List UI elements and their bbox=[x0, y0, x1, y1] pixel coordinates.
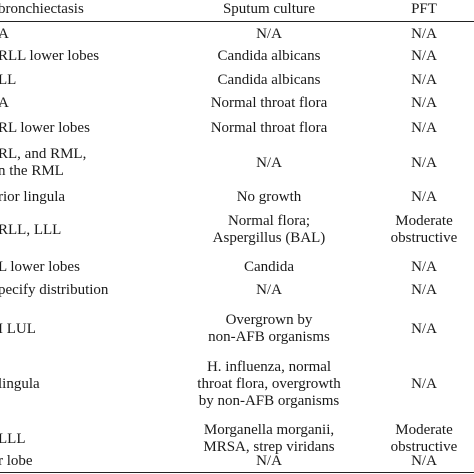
row-cell-sputum-culture: Candida bbox=[170, 259, 368, 276]
row-cell-pft: N/A bbox=[372, 155, 474, 172]
row-cell-pft: N/A bbox=[372, 72, 474, 89]
row-cell-pft: N/A bbox=[372, 321, 474, 338]
row-cell-sputum-culture: N/A bbox=[170, 26, 368, 43]
cell-line: n the RML bbox=[0, 163, 64, 179]
cell-line: LLL bbox=[0, 430, 26, 447]
row-cell-bronchiectasis: L lower lobes bbox=[0, 259, 80, 276]
cell-line: Overgrown by bbox=[225, 312, 313, 328]
row-cell-pft: Moderate obstructive bbox=[372, 422, 474, 456]
cell-line: N/A bbox=[411, 72, 437, 88]
row-cell-sputum-culture: Candida albicans bbox=[170, 48, 368, 65]
cell-line: obstructive bbox=[390, 439, 458, 455]
cell-line: by non-AFB organisms bbox=[198, 393, 340, 409]
row-cell-bronchiectasis: LL bbox=[0, 72, 16, 89]
cell-line: LL bbox=[0, 72, 17, 88]
cell-line: MRSA, strep viridans bbox=[203, 439, 335, 455]
cell-line: Moderate bbox=[395, 422, 453, 438]
row-cell-bronchiectasis: lingula bbox=[0, 376, 40, 393]
cell-line: Moderate bbox=[395, 213, 453, 229]
header-sputum-culture: Sputum culture bbox=[222, 1, 316, 17]
cell-line: Aspergillus (BAL) bbox=[212, 230, 326, 246]
row-cell-bronchiectasis: I LUL bbox=[0, 321, 36, 338]
cell-line: throat flora, overgrowth bbox=[197, 376, 341, 392]
row-cell-pft: N/A bbox=[372, 282, 474, 299]
cell-line: N/A bbox=[411, 48, 437, 64]
cell-line: No growth bbox=[236, 189, 302, 205]
cell-line: Candida bbox=[244, 259, 294, 275]
cell-line: Morganella morganii, bbox=[203, 422, 335, 438]
row-cell-bronchiectasis: LLL bbox=[0, 431, 26, 448]
row-cell-pft: N/A bbox=[372, 48, 474, 65]
cell-line: I LUL bbox=[0, 320, 36, 337]
row-cell-sputum-culture: Normal throat flora bbox=[170, 95, 368, 112]
row-cell-bronchiectasis: RLL, LLL bbox=[0, 222, 61, 239]
cell-line: obstructive bbox=[390, 230, 458, 246]
cell-line: Normal flora; bbox=[227, 213, 311, 229]
row-cell-pft: N/A bbox=[372, 189, 474, 206]
cell-line: N/A bbox=[256, 453, 282, 469]
row-cell-pft: N/A bbox=[372, 376, 474, 393]
cell-line: Candida albicans bbox=[217, 48, 321, 64]
cell-line: N/A bbox=[411, 26, 437, 42]
cell-line: pecify distribution bbox=[0, 282, 109, 298]
table-bottom-rule bbox=[0, 472, 474, 473]
cell-line: L lower lobes bbox=[0, 259, 80, 275]
row-cell-sputum-culture: Morganella morganii, MRSA, strep viridans bbox=[170, 422, 368, 456]
row-cell-bronchiectasis: RL, and RML, n the RML bbox=[0, 146, 86, 180]
row-cell-pft: N/A bbox=[372, 259, 474, 276]
cell-line: A bbox=[0, 95, 9, 111]
row-cell-bronchiectasis: r lobe bbox=[0, 453, 33, 470]
row-cell-sputum-culture: No growth bbox=[170, 189, 368, 206]
cell-line: r lobe bbox=[0, 453, 33, 469]
cell-line: N/A bbox=[411, 95, 437, 111]
row-cell-bronchiectasis: RLL lower lobes bbox=[0, 48, 99, 65]
cell-line: N/A bbox=[411, 259, 437, 275]
cell-line: RLL, LLL bbox=[0, 221, 62, 238]
cell-line: A bbox=[0, 26, 9, 42]
row-cell-sputum-culture: Overgrown by non-AFB organisms bbox=[170, 312, 368, 346]
row-cell-pft: N/A bbox=[372, 120, 474, 137]
row-cell-bronchiectasis: A bbox=[0, 95, 9, 112]
cell-line: N/A bbox=[411, 320, 437, 337]
row-cell-bronchiectasis: pecify distribution bbox=[0, 282, 108, 299]
cell-line: Candida albicans bbox=[217, 72, 321, 88]
cell-line: N/A bbox=[411, 120, 437, 136]
cell-line: non-AFB organisms bbox=[208, 329, 330, 345]
cell-line: N/A bbox=[256, 26, 282, 42]
cell-line: N/A bbox=[411, 376, 437, 392]
row-cell-sputum-culture: N/A bbox=[170, 453, 368, 470]
row-cell-sputum-culture: N/A bbox=[170, 282, 368, 299]
cell-line: RL lower lobes bbox=[0, 120, 90, 136]
cell-line: N/A bbox=[411, 453, 437, 469]
row-cell-bronchiectasis: A bbox=[0, 26, 9, 43]
row-cell-sputum-culture: N/A bbox=[170, 155, 368, 172]
row-cell-sputum-culture: Normal throat flora bbox=[170, 120, 368, 137]
cell-line: rior lingula bbox=[0, 189, 66, 205]
cell-line: N/A bbox=[256, 282, 282, 298]
row-cell-sputum-culture: Normal flora; Aspergillus (BAL) bbox=[170, 213, 368, 247]
row-cell-pft: Moderate obstructive bbox=[372, 213, 474, 247]
header-pft: PFT bbox=[411, 1, 437, 17]
cell-line: RL, and RML, bbox=[0, 146, 87, 162]
row-cell-pft: N/A bbox=[372, 453, 474, 470]
cell-line: Normal throat flora bbox=[210, 120, 328, 136]
row-cell-bronchiectasis: rior lingula bbox=[0, 189, 65, 206]
row-cell-sputum-culture: Candida albicans bbox=[170, 72, 368, 89]
cell-line: N/A bbox=[411, 154, 437, 171]
row-cell-bronchiectasis: RL lower lobes bbox=[0, 120, 90, 137]
cell-line: RLL lower lobes bbox=[0, 48, 100, 64]
row-cell-sputum-culture: H. influenza, normal throat flora, overgr… bbox=[170, 359, 368, 410]
table-header: bronchiectasis Sputum culture PFT bbox=[0, 0, 474, 22]
cell-line: H. influenza, normal bbox=[206, 359, 332, 375]
header-bronchiectasis: bronchiectasis bbox=[0, 1, 84, 17]
cell-line: N/A bbox=[411, 282, 437, 298]
row-cell-pft: N/A bbox=[372, 95, 474, 112]
cell-line: N/A bbox=[411, 189, 437, 205]
cell-line: lingula bbox=[0, 376, 40, 392]
row-cell-pft: N/A bbox=[372, 26, 474, 43]
cell-line: N/A bbox=[256, 154, 282, 171]
cell-line: Normal throat flora bbox=[210, 95, 328, 111]
